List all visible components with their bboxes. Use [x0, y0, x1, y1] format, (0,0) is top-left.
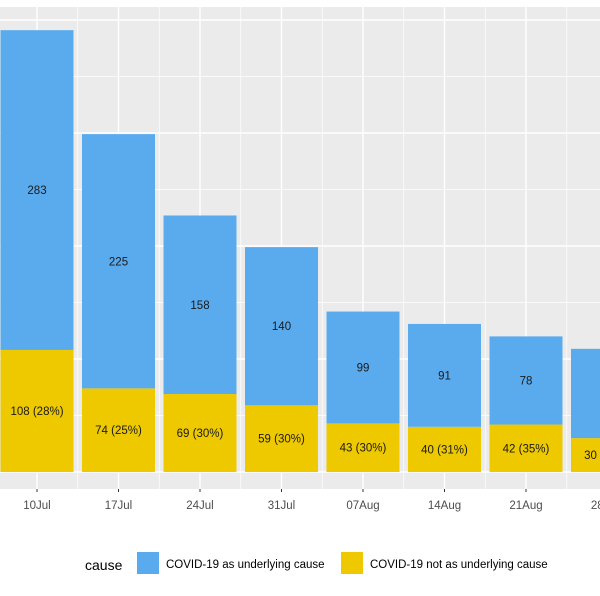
- bar-segment: [82, 134, 155, 389]
- data-label: 140: [272, 321, 291, 333]
- data-label: 99: [357, 362, 370, 374]
- data-label: 42 (35%): [503, 443, 550, 455]
- x-tick-label: 21Aug: [509, 500, 542, 512]
- data-label: 74 (25%): [95, 425, 142, 437]
- data-label: 43 (30%): [340, 443, 387, 455]
- bar-segment: [0, 30, 74, 350]
- bar-segment: [326, 311, 400, 424]
- legend-key: [137, 552, 159, 574]
- legend-label: COVID-19 not as underlying cause: [370, 559, 548, 571]
- x-tick-label: 14Aug: [428, 500, 461, 512]
- bar-segment: [408, 323, 481, 427]
- x-tick-label: 10Jul: [23, 500, 51, 512]
- x-tick-label: 07Aug: [346, 500, 379, 512]
- x-tick-label: 24Jul: [186, 500, 214, 512]
- data-label: 283: [27, 185, 46, 197]
- bar-segment: [82, 388, 155, 472]
- data-label: 78: [520, 375, 533, 387]
- data-label: 91: [438, 370, 451, 382]
- bar-segment: [163, 215, 237, 395]
- data-label: 69 (30%): [177, 428, 224, 440]
- bar-segment: [489, 336, 563, 425]
- bar-segment: [571, 348, 600, 439]
- x-tick-label: 17Jul: [105, 500, 133, 512]
- bar-segment: [163, 394, 237, 472]
- data-label: 158: [190, 300, 209, 312]
- data-label: 225: [109, 256, 128, 268]
- bar-segment: [408, 426, 481, 472]
- x-tick-label: 31Jul: [268, 500, 296, 512]
- bar-segment: [245, 405, 318, 472]
- data-label: 40 (31%): [421, 444, 468, 456]
- bar-segment: [489, 424, 563, 472]
- data-label: 108 (28%): [10, 406, 63, 418]
- bar-segment: [0, 349, 74, 472]
- legend-key: [341, 552, 363, 574]
- bar-segment: [571, 438, 600, 472]
- legend-label: COVID-19 as underlying cause: [166, 559, 325, 571]
- bar-segment: [245, 247, 318, 406]
- bar-segment: [326, 423, 400, 472]
- data-label: 30 (28%): [584, 450, 600, 462]
- legend-title: cause: [85, 557, 123, 573]
- x-tick-label: 28Aug: [591, 500, 600, 512]
- data-label: 59 (30%): [258, 434, 305, 446]
